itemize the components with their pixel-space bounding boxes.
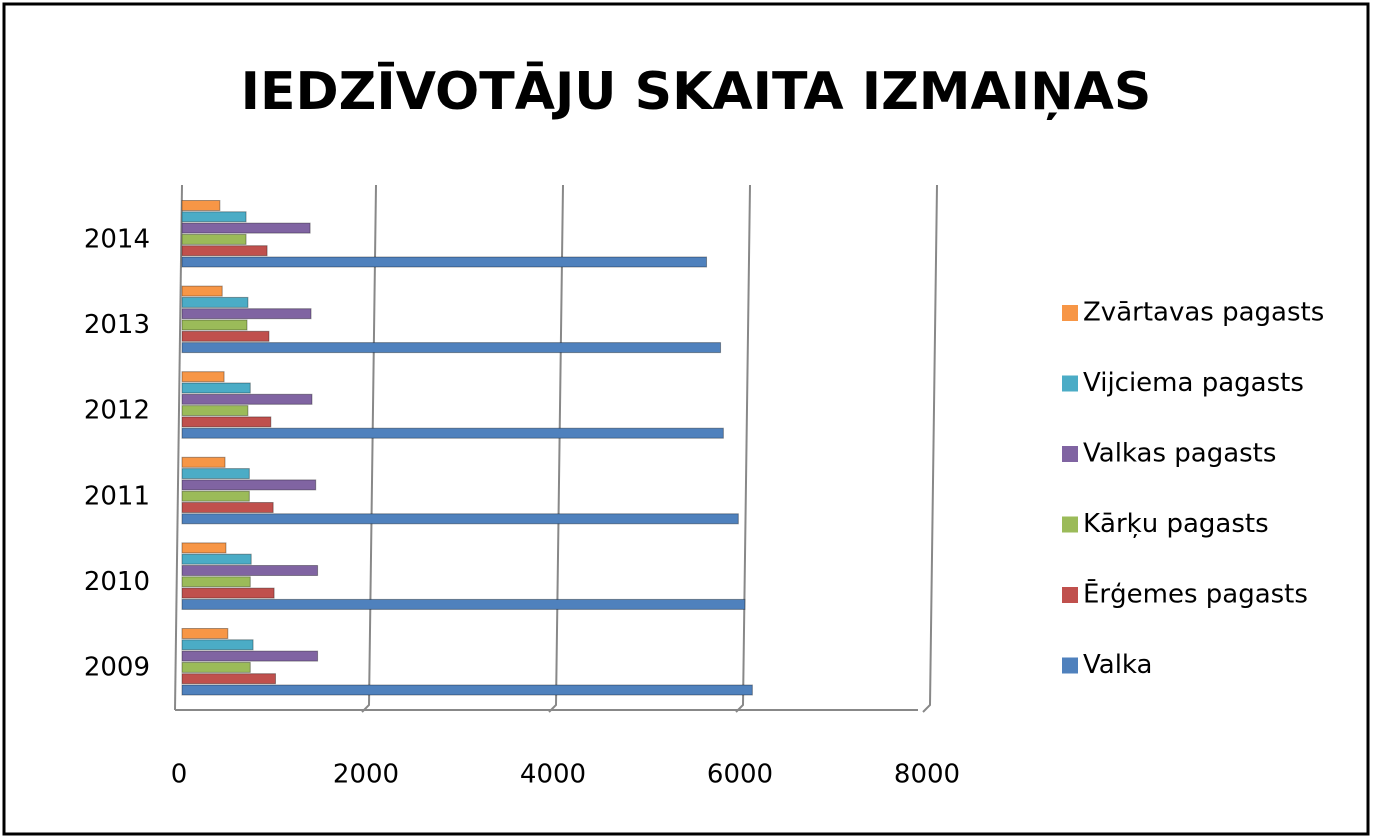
bar (181, 256, 708, 268)
bar (181, 650, 319, 662)
legend-label: Zvārtavas pagasts (1083, 298, 1324, 328)
bar (181, 490, 250, 502)
legend-label: Vijciema pagasts (1083, 368, 1304, 398)
x-tick-label: 6000 (707, 760, 773, 790)
bar (181, 233, 247, 245)
bar (181, 628, 229, 639)
bar (181, 479, 317, 491)
legend-swatch (1062, 446, 1078, 462)
bar (181, 319, 248, 331)
bar (181, 382, 251, 394)
bar (181, 371, 225, 383)
y-tick-label: 2013 (84, 310, 150, 340)
bar (181, 296, 249, 308)
bar (181, 245, 268, 257)
bar (181, 308, 312, 320)
bar (181, 393, 313, 405)
bar (181, 285, 223, 297)
bar (181, 416, 272, 428)
x-tick-label: 2000 (333, 760, 399, 790)
bar (181, 673, 276, 685)
bar (181, 513, 739, 525)
bar (181, 661, 251, 673)
grid-line (922, 184, 938, 713)
bar (181, 342, 722, 354)
bar (181, 542, 227, 554)
grid-line (735, 184, 751, 713)
bar (181, 427, 724, 439)
y-tick-label: 2012 (84, 396, 150, 426)
bar (181, 639, 254, 651)
y-tick-label: 2014 (84, 225, 150, 255)
grid-line (361, 184, 377, 713)
bar (181, 456, 226, 468)
y-axis (174, 184, 183, 711)
legend-swatch (1062, 305, 1078, 321)
bar (181, 565, 319, 576)
grid-line (548, 184, 564, 713)
bar (181, 405, 249, 417)
legend-swatch (1062, 657, 1078, 674)
bar (181, 598, 746, 610)
y-tick-label: 2009 (84, 653, 150, 683)
bar (181, 553, 252, 565)
bar (181, 222, 311, 234)
bar (181, 330, 270, 342)
bar (181, 576, 251, 588)
y-tick-label: 2010 (84, 567, 150, 597)
legend-swatch (1062, 375, 1078, 392)
legend-label: Ērģemes pagasts (1083, 579, 1308, 610)
legend-label: Kārķu pagasts (1083, 509, 1269, 539)
legend-swatch (1062, 587, 1078, 603)
bar (181, 684, 753, 696)
legend-label: Valka (1083, 650, 1152, 680)
bar (181, 587, 275, 599)
x-tick-label: 0 (171, 760, 188, 790)
x-tick-label: 4000 (520, 760, 586, 790)
bar (181, 211, 247, 223)
x-tick-label: 8000 (894, 760, 960, 790)
legend-swatch (1062, 516, 1078, 533)
bar (181, 468, 250, 480)
bar (181, 502, 274, 513)
chart-title: IEDZĪVOTĀJU SKAITA IZMAIŅAS (241, 62, 1152, 122)
bar (181, 200, 221, 211)
legend-label: Valkas pagasts (1083, 439, 1276, 469)
y-tick-label: 2011 (84, 481, 150, 511)
